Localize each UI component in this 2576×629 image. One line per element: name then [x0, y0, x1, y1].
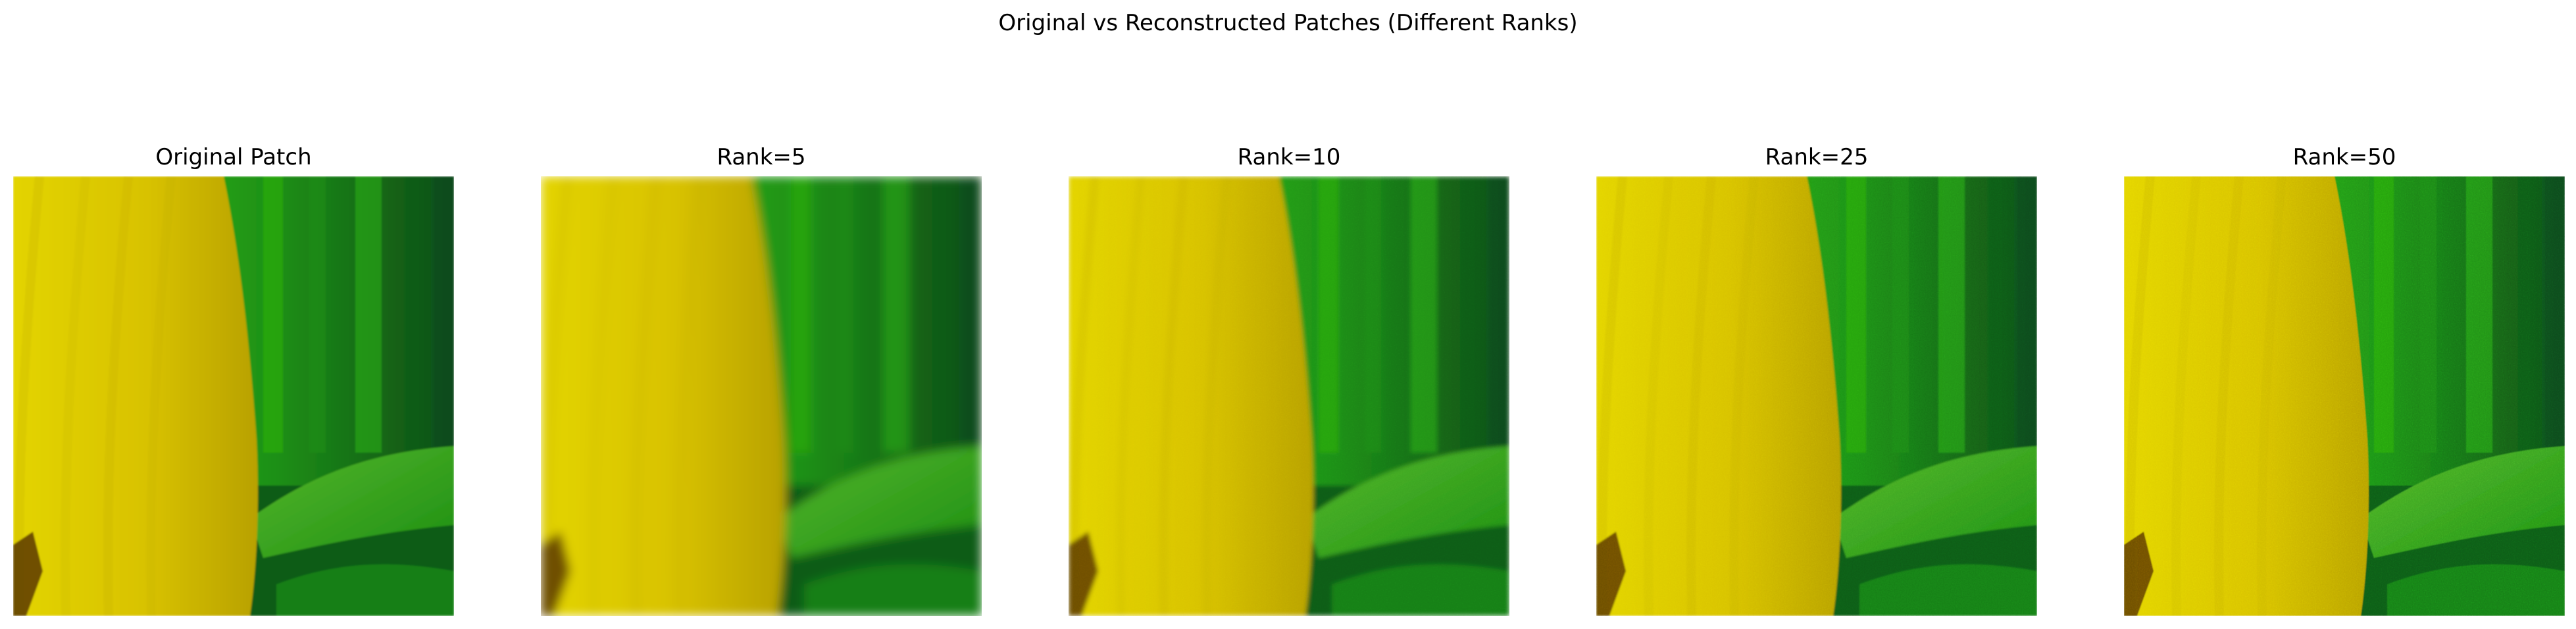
panel-title-rank-50: Rank=50: [2292, 144, 2396, 170]
banana-leaf-image: [1596, 176, 2037, 616]
banana-leaf-image: [13, 176, 454, 616]
panel-title-original: Original Patch: [155, 144, 312, 170]
panel-title-rank-10: Rank=10: [1237, 144, 1341, 170]
image-panel-rank-50: [2124, 176, 2565, 616]
figure-title: Original vs Reconstructed Patches (Diffe…: [998, 10, 1578, 36]
image-panel-rank-25: [1596, 176, 2037, 616]
banana-leaf-image: [541, 176, 982, 616]
image-panel-rank-10: [1069, 176, 1509, 616]
panel-title-rank-5: Rank=5: [717, 144, 806, 170]
banana-leaf-image: [2124, 176, 2565, 616]
panel-title-rank-25: Rank=25: [1765, 144, 1869, 170]
banana-leaf-image: [1069, 176, 1509, 616]
image-panel-rank-5: [541, 176, 982, 616]
image-panel-original: [13, 176, 454, 616]
